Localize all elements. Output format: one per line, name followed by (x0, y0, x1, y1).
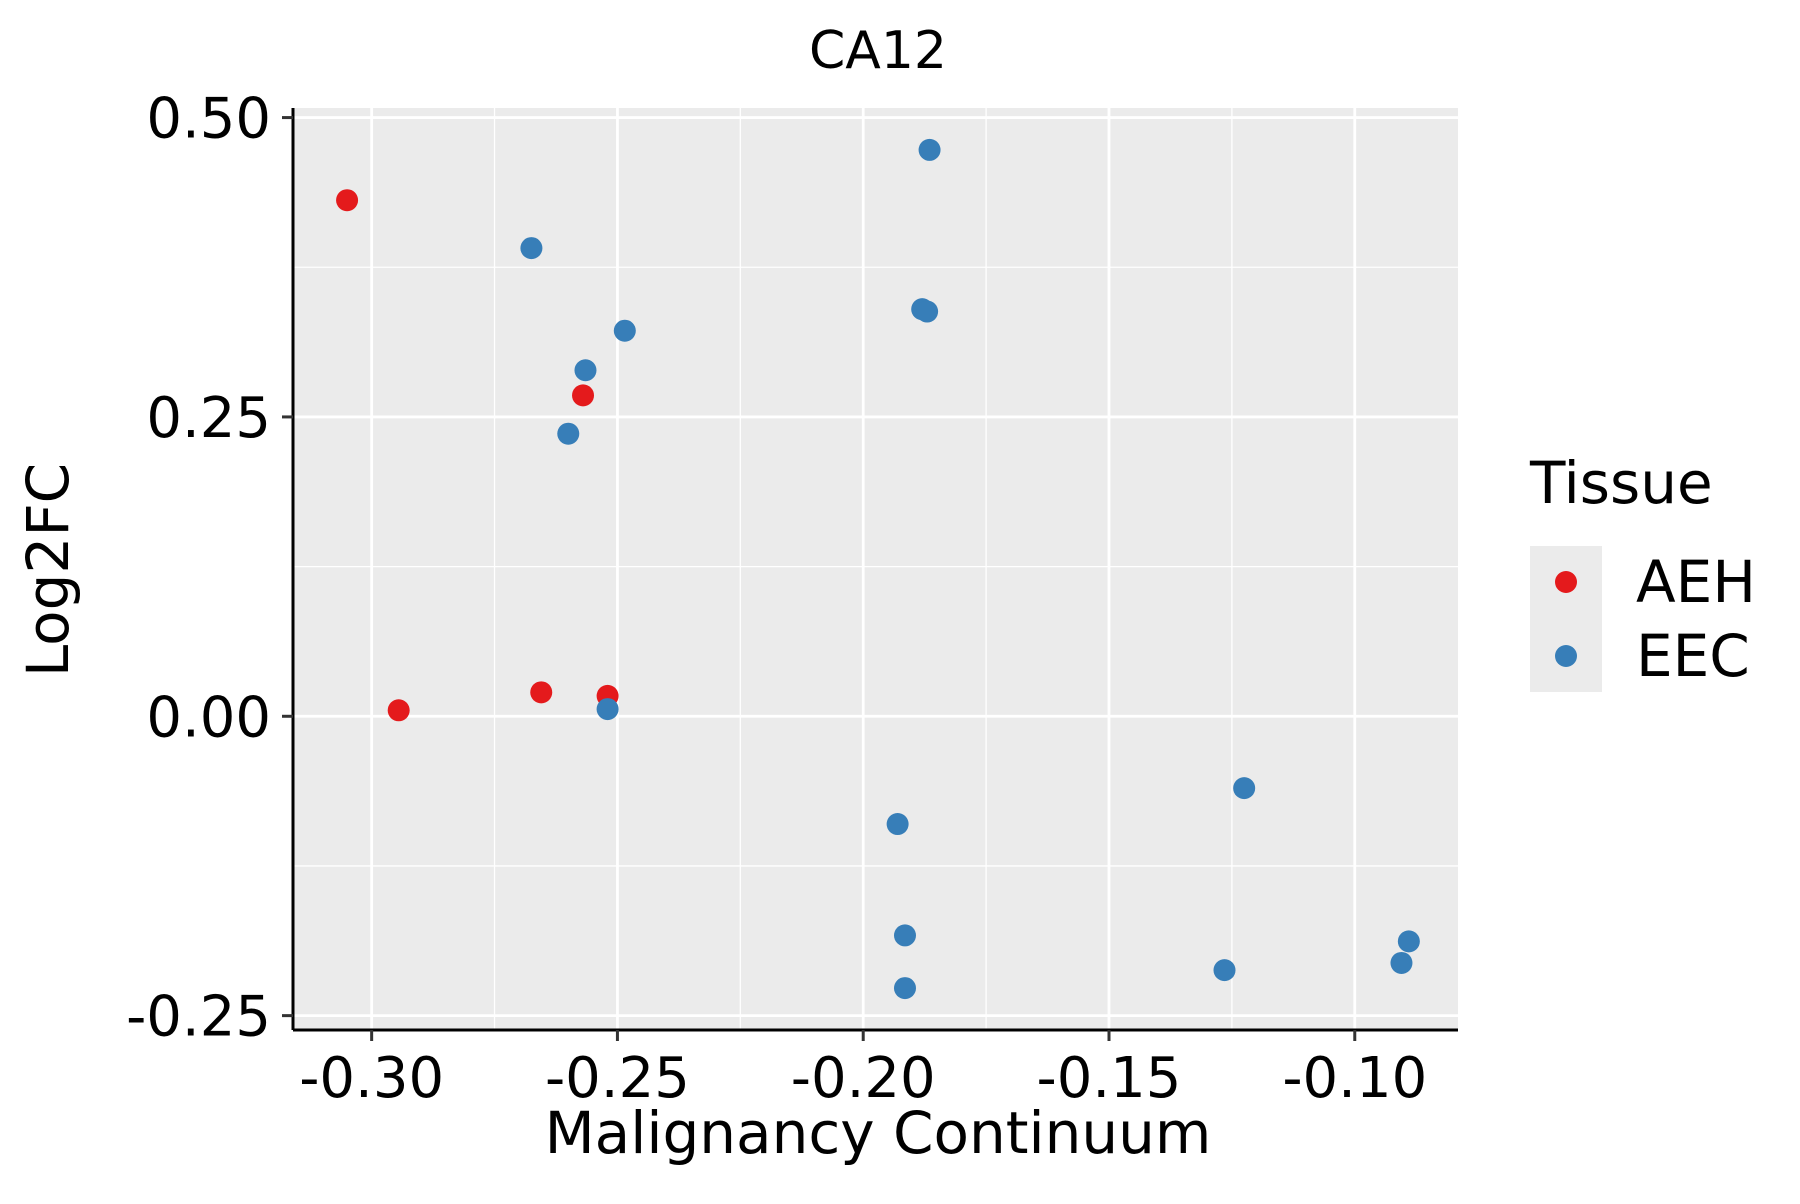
legend-key-background (1530, 546, 1602, 692)
data-point-eec (1390, 951, 1413, 974)
data-point-aeh (387, 699, 410, 722)
legend-key-aeh (1555, 571, 1577, 593)
legend-title: Tissue (1529, 449, 1713, 517)
legend-key-eec (1555, 645, 1577, 667)
y-tick-label: 0.50 (146, 87, 271, 152)
data-point-eec (557, 422, 580, 445)
data-point-eec (574, 359, 597, 382)
legend-label-eec: EEC (1636, 622, 1750, 690)
y-tick-label: 0.00 (146, 685, 271, 750)
data-point-eec (1397, 930, 1420, 953)
data-point-aeh (336, 189, 359, 212)
x-axis-label: Malignancy Continuum (545, 1099, 1212, 1167)
data-point-eec (596, 698, 619, 721)
data-point-eec (886, 813, 909, 836)
data-point-aeh (530, 681, 553, 704)
data-point-eec (613, 319, 636, 342)
legend-label-aeh: AEH (1636, 548, 1756, 616)
chart-title: CA12 (809, 21, 947, 81)
data-point-aeh (572, 384, 595, 407)
y-tick-label: 0.25 (146, 386, 271, 451)
data-point-eec (1213, 959, 1236, 982)
x-tick-label: -0.10 (1282, 1046, 1427, 1111)
x-tick-label: -0.20 (791, 1046, 936, 1111)
y-tick-label: -0.25 (126, 985, 271, 1050)
plot-background (293, 108, 1458, 1030)
data-point-eec (1233, 777, 1256, 800)
x-tick-label: -0.15 (1037, 1046, 1182, 1111)
y-axis-label: Log2FC (14, 463, 82, 677)
data-point-eec (893, 977, 916, 1000)
data-point-eec (893, 924, 916, 947)
data-point-eec (520, 237, 543, 260)
data-point-eec (918, 138, 941, 161)
x-tick-label: -0.25 (545, 1046, 690, 1111)
data-point-eec (916, 300, 939, 323)
x-tick-label: -0.30 (299, 1046, 444, 1111)
plot-area: -0.30 -0.25 -0.20 -0.15 -0.10 -0.25 0.00 0.25 0.… (126, 87, 1458, 1111)
